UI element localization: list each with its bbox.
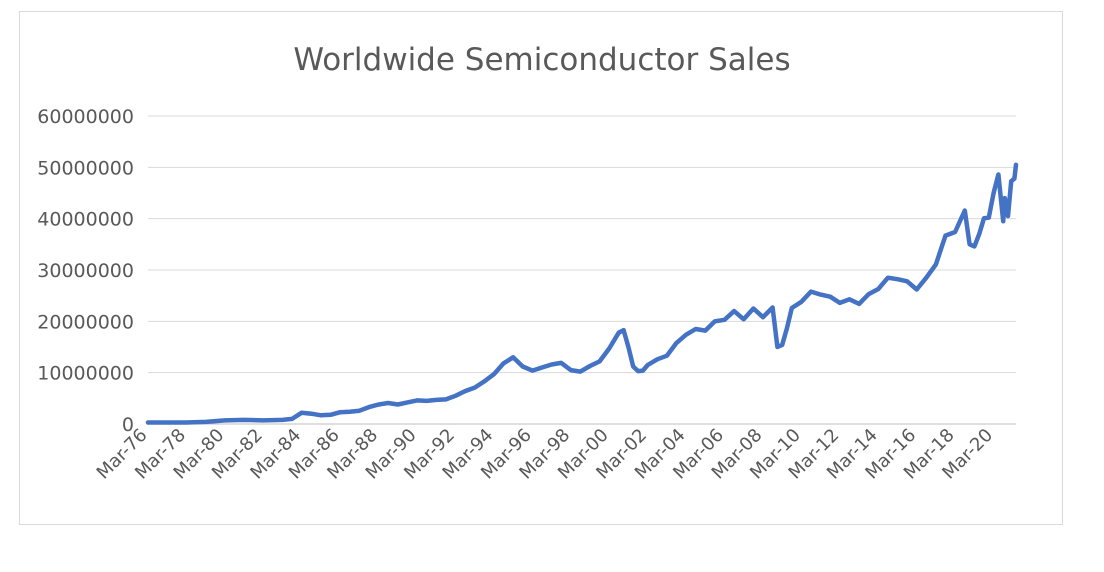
x-axis-labels: Mar-76Mar-78Mar-80Mar-82Mar-84Mar-86Mar-… <box>93 425 997 484</box>
y-tick-label: 50000000 <box>37 157 134 179</box>
y-tick-label: 10000000 <box>37 363 134 385</box>
gridlines <box>148 115 1016 425</box>
series-line <box>145 162 1019 425</box>
chart-area <box>19 11 1063 525</box>
y-tick-label: 40000000 <box>37 209 134 231</box>
y-tick-label: 60000000 <box>37 106 134 128</box>
y-axis-labels: 0 10000000 20000000 30000000 40000000 5000000… <box>37 106 134 436</box>
series-line-group <box>145 162 1019 425</box>
y-tick-label: 30000000 <box>37 260 134 282</box>
chart-title: Worldwide Semiconductor Sales <box>293 42 791 78</box>
y-tick-label: 0 <box>122 414 134 436</box>
y-tick-label: 20000000 <box>37 311 134 333</box>
